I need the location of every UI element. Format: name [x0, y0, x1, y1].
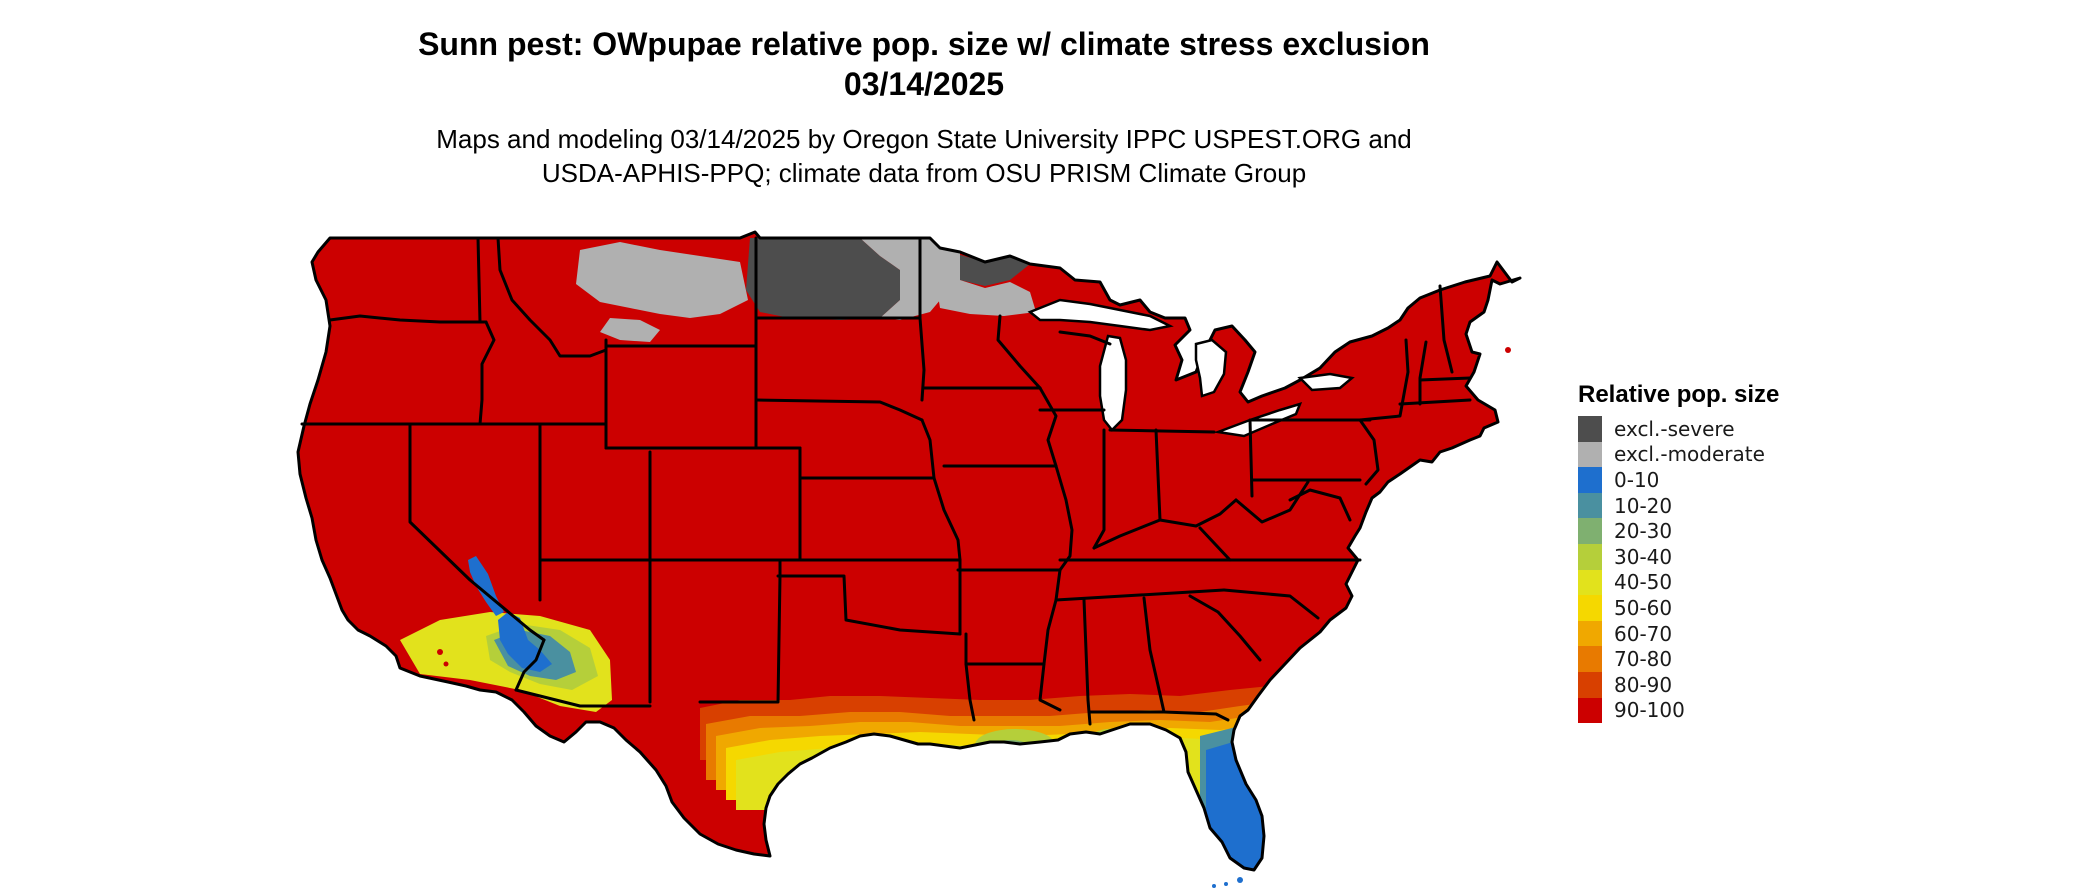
legend: Relative pop. size excl.-severe excl.-mod…: [1578, 380, 1878, 724]
zone-30-40-louisiana: [975, 729, 1055, 761]
zone-30-40-florida-panhandle: [1090, 728, 1150, 748]
legend-label: 40-50: [1614, 570, 1673, 595]
legend-swatch: [1578, 671, 1602, 698]
great-lakes: [1027, 298, 1355, 438]
legend-item: 10-20: [1578, 492, 1878, 519]
zone-excl-moderate-montana-2: [600, 318, 660, 342]
legend-item: 0-10: [1578, 467, 1878, 493]
coastal-speckles: [437, 347, 1511, 888]
zone-excl-moderate-minnesota: [930, 244, 1036, 316]
map-title-line2: 03/14/2025: [843, 66, 1005, 102]
legend-label: 70-80: [1614, 647, 1673, 672]
legend-label: 0-10: [1614, 467, 1660, 492]
legend-label: excl.-moderate: [1614, 442, 1765, 467]
legend-swatch: [1578, 569, 1602, 596]
legend-swatch: [1578, 620, 1602, 647]
legend-label: excl.-severe: [1614, 416, 1735, 441]
legend-item: 80-90: [1578, 671, 1878, 698]
legend-label: 90-100: [1614, 698, 1685, 723]
legend-item: 70-80: [1578, 646, 1878, 672]
legend-label: 10-20: [1614, 493, 1673, 518]
legend-item: 30-40: [1578, 543, 1878, 570]
zone-10-20-texas: [780, 752, 900, 870]
legend-item: 20-30: [1578, 518, 1878, 544]
lake-ontario: [1297, 372, 1355, 392]
legend-swatch: [1578, 543, 1602, 570]
lake-michigan: [1098, 334, 1128, 432]
legend-swatch: [1578, 467, 1602, 493]
legend-item: 40-50: [1578, 569, 1878, 596]
map-subtitle: Maps and modeling 03/14/2025 by Oregon S…: [0, 122, 1848, 190]
legend-swatch: [1578, 595, 1602, 621]
us-landmass: [298, 232, 1520, 870]
map-subtitle-line2: USDA-APHIS-PPQ; climate data from OSU PR…: [541, 158, 1307, 188]
legend-item: 60-70: [1578, 620, 1878, 647]
zone-excl-severe-minnesota: [950, 252, 1030, 286]
legend-label: 50-60: [1614, 595, 1673, 620]
legend-label: 60-70: [1614, 621, 1673, 646]
legend-item: excl.-moderate: [1578, 441, 1878, 468]
legend-swatch: [1578, 646, 1602, 672]
legend-label: 20-30: [1614, 519, 1673, 544]
map-subtitle-line1: Maps and modeling 03/14/2025 by Oregon S…: [436, 124, 1412, 154]
legend-swatch: [1578, 518, 1602, 544]
legend-label: 80-90: [1614, 672, 1673, 697]
map-title-line1: Sunn pest: OWpupae relative pop. size w/…: [418, 26, 1430, 62]
map-title: Sunn pest: OWpupae relative pop. size w/…: [0, 24, 1848, 104]
legend-swatch: [1578, 416, 1602, 442]
lake-huron: [1194, 338, 1228, 398]
zone-excl-moderate-dakota: [860, 238, 952, 320]
zone-excl-severe-north: [746, 238, 900, 320]
legend-swatch: [1578, 697, 1602, 724]
legend-item: 90-100: [1578, 697, 1878, 724]
legend-swatch: [1578, 441, 1602, 468]
lake-superior: [1027, 298, 1174, 332]
legend-swatch: [1578, 492, 1602, 519]
legend-label: 30-40: [1614, 544, 1673, 569]
legend-item: 50-60: [1578, 595, 1878, 621]
zone-0-10-texas: [790, 762, 910, 870]
legend-title: Relative pop. size: [1578, 381, 1780, 408]
state-borders: [300, 236, 1472, 726]
zone-excl-moderate-montana: [576, 242, 748, 318]
legend-item: excl.-severe: [1578, 416, 1878, 442]
legend-items: excl.-severe excl.-moderate 0-10 10-20 20-30…: [1578, 416, 1878, 724]
